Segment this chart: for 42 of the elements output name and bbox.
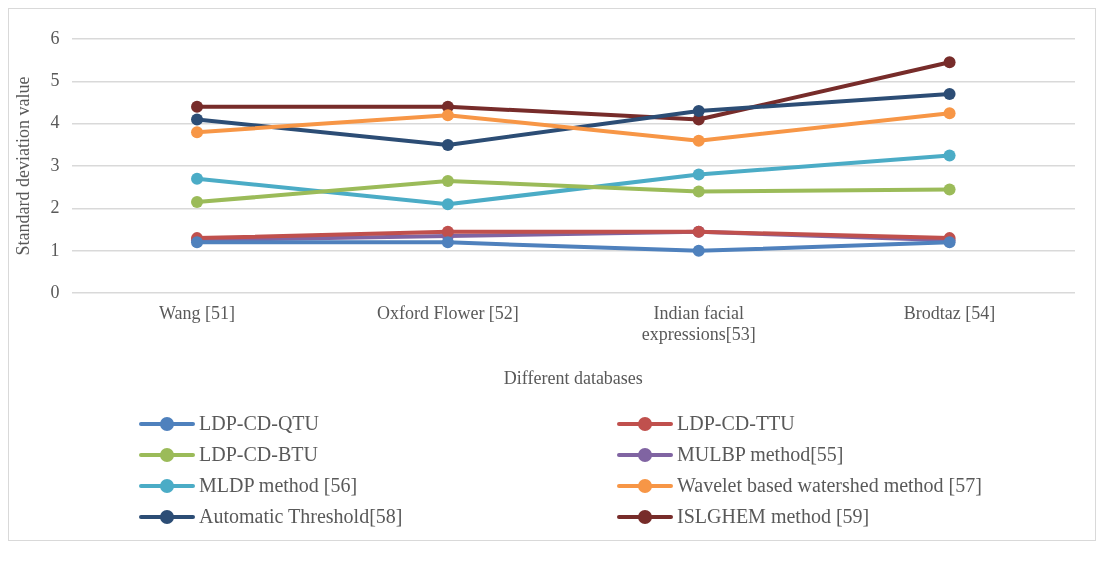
y-tick-label: 2: [50, 197, 60, 218]
x-tick-label: Indian facial expressions[53]: [641, 302, 756, 345]
point: [943, 88, 956, 101]
y-tick-label: 6: [50, 27, 60, 48]
legend-label: ISLGHEM method [59]: [677, 505, 870, 528]
point: [692, 134, 705, 147]
legend-label: LDP-CD-TTU: [677, 412, 795, 435]
x-tick-label: Wang [51]: [159, 302, 236, 323]
point: [692, 105, 705, 118]
point: [441, 138, 454, 151]
point: [943, 183, 956, 196]
point: [692, 168, 705, 181]
point: [692, 244, 705, 257]
legend-label: Wavelet based watershed method [57]: [677, 474, 982, 497]
x-axis-title: Different databases: [503, 367, 643, 388]
point: [191, 196, 204, 209]
point: [191, 172, 204, 185]
point: [191, 100, 204, 113]
y-tick-label: 1: [50, 239, 60, 260]
point: [191, 113, 204, 126]
y-axis-title: Standard deviation value: [12, 76, 33, 256]
x-tick-label: Brodtaz [54]: [903, 302, 996, 323]
y-tick-label: 0: [50, 281, 60, 302]
legend-label: MLDP method [56]: [199, 474, 358, 497]
legend-label: LDP-CD-QTU: [199, 412, 319, 435]
point: [441, 198, 454, 211]
y-tick-label: 3: [50, 154, 60, 175]
y-tick-label: 5: [50, 70, 60, 91]
point: [943, 107, 956, 120]
legend-label: LDP-CD-BTU: [199, 443, 318, 466]
point: [441, 236, 454, 249]
legend-label: Automatic Threshold[58]: [199, 505, 403, 528]
point: [441, 109, 454, 122]
point: [441, 225, 454, 238]
point: [191, 126, 204, 139]
point: [943, 56, 956, 69]
legend-label: MULBP method[55]: [677, 443, 844, 466]
point: [943, 149, 956, 162]
y-tick-label: 4: [50, 112, 60, 133]
point: [692, 185, 705, 198]
x-tick-label: Oxford Flower [52]: [376, 302, 519, 323]
point: [441, 174, 454, 187]
